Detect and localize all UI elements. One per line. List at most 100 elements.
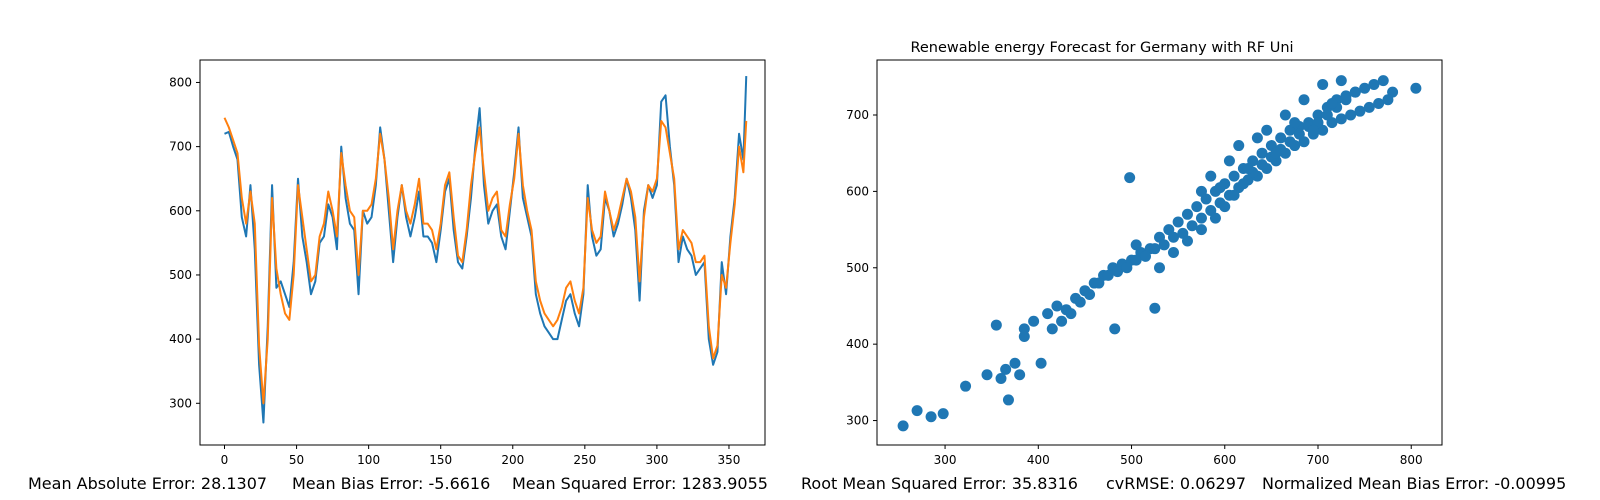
line-chart-x-tick-label: 350 — [718, 453, 741, 467]
scatter-chart-x-tick-label: 600 — [1213, 453, 1236, 467]
scatter-chart-y-tick-label: 500 — [846, 261, 869, 275]
scatter-point — [1359, 82, 1371, 94]
scatter-point — [1167, 231, 1179, 243]
scatter-point — [1172, 216, 1184, 228]
scatter-point — [1130, 254, 1142, 266]
scatter-point — [1102, 269, 1114, 281]
scatter-point — [1242, 162, 1254, 174]
scatter-point — [1042, 308, 1054, 320]
metrics-footer: Mean Absolute Error: 28.1307 Mean Bias E… — [28, 474, 1566, 493]
scatter-point — [1279, 109, 1291, 121]
scatter-point — [1018, 323, 1030, 335]
scatter-chart-x-tick-label: 300 — [934, 453, 957, 467]
scatter-point — [1035, 357, 1047, 369]
scatter-point — [1382, 94, 1394, 106]
line-chart-x-tick-label: 250 — [573, 453, 596, 467]
scatter-point — [1000, 363, 1012, 375]
metric-cvrmse: cvRMSE: 0.06297 — [1106, 474, 1246, 493]
scatter-point — [1028, 315, 1040, 327]
scatter-chart: Renewable energy Forecast for Germany wi… — [846, 40, 1443, 467]
scatter-point — [1140, 250, 1152, 262]
scatter-point — [1084, 289, 1096, 301]
scatter-point — [1209, 212, 1221, 224]
scatter-chart-y-tick-label: 700 — [846, 108, 869, 122]
scatter-point — [1195, 185, 1207, 197]
line-chart-x-tick-label: 0 — [221, 453, 229, 467]
scatter-point — [1056, 315, 1068, 327]
line-chart-y-tick-label: 400 — [169, 332, 192, 346]
scatter-point — [1345, 109, 1357, 121]
scatter-point — [1233, 140, 1245, 152]
scatter-point — [1326, 98, 1338, 110]
scatter-point — [1195, 212, 1207, 224]
scatter-point — [1354, 105, 1366, 117]
scatter-point — [1289, 117, 1301, 129]
scatter-point — [1275, 132, 1287, 144]
scatter-chart-y-tick-label: 400 — [846, 337, 869, 351]
scatter-chart-x-tick-label: 700 — [1307, 453, 1330, 467]
scatter-point — [897, 420, 909, 432]
scatter-point — [990, 319, 1002, 331]
scatter-point — [1154, 262, 1165, 274]
scatter-point — [1018, 331, 1030, 343]
line-chart-x-tick-label: 150 — [429, 453, 452, 467]
scatter-point — [1335, 75, 1347, 87]
scatter-point — [1051, 300, 1063, 312]
scatter-point — [1256, 147, 1268, 159]
scatter-chart-x-tick-label: 800 — [1400, 453, 1423, 467]
line-chart-y-tick-label: 300 — [169, 396, 192, 410]
scatter-chart-x-tick-label: 400 — [1027, 453, 1050, 467]
scatter-chart-y-tick-label: 300 — [846, 414, 869, 428]
scatter-point — [1228, 170, 1240, 182]
line-chart-x-tick-label: 300 — [645, 453, 668, 467]
scatter-chart-x-tick-label: 500 — [1120, 453, 1143, 467]
scatter-point — [1181, 208, 1193, 220]
scatter-point — [1363, 101, 1375, 113]
scatter-point — [1195, 224, 1207, 236]
scatter-point — [1335, 113, 1347, 125]
series-line-1 — [224, 76, 748, 424]
scatter-point — [1130, 239, 1142, 251]
line-chart-x-ticks: 0 50 100 150 200 250 300 350 — [221, 445, 741, 467]
scatter-chart-plot-area — [877, 60, 1442, 445]
scatter-point — [1167, 247, 1179, 258]
scatter-point — [1093, 277, 1105, 289]
scatter-point — [1046, 323, 1058, 335]
scatter-chart-y-tick-label: 600 — [846, 184, 869, 198]
scatter-point — [1065, 308, 1077, 320]
scatter-point — [1317, 78, 1329, 90]
scatter-point — [1237, 178, 1249, 190]
scatter-point — [911, 405, 923, 417]
line-chart-x-tick-label: 50 — [289, 453, 304, 467]
scatter-point — [1009, 357, 1021, 369]
scatter-point — [1191, 201, 1203, 213]
scatter-point — [981, 369, 993, 381]
scatter-point — [1410, 82, 1422, 94]
scatter-point — [1002, 394, 1014, 406]
scatter-point — [1256, 159, 1268, 171]
scatter-chart-frame — [876, 59, 1443, 446]
series-line-2 — [223, 117, 748, 405]
scatter-point — [1149, 302, 1161, 314]
scatter-point — [1186, 220, 1198, 232]
scatter-point — [1349, 86, 1361, 98]
scatter-point — [1270, 147, 1282, 159]
scatter-point — [1293, 128, 1305, 140]
scatter-point — [1307, 124, 1319, 136]
line-chart-y-tick-label: 500 — [169, 268, 192, 282]
metric-nmbe: Normalized Mean Bias Error: -0.00995 — [1262, 474, 1566, 493]
metric-rmse: Root Mean Squared Error: 35.8316 — [801, 474, 1078, 493]
scatter-point — [1014, 369, 1026, 381]
scatter-point — [1321, 109, 1333, 121]
scatter-point — [1121, 262, 1133, 274]
metric-mbe: Mean Bias Error: -5.6616 — [292, 474, 490, 493]
scatter-point — [1074, 296, 1086, 308]
scatter-point — [1112, 266, 1124, 278]
line-chart-y-tick-label: 600 — [169, 204, 192, 218]
scatter-point — [937, 408, 949, 420]
line-chart-y-ticks: 300 400 500 600 700 800 — [169, 75, 200, 410]
scatter-chart-x-ticks: 300 400 500 600 700 800 — [934, 445, 1423, 467]
scatter-point — [1251, 132, 1263, 144]
scatter-point — [1219, 201, 1231, 213]
scatter-point — [1214, 182, 1226, 194]
